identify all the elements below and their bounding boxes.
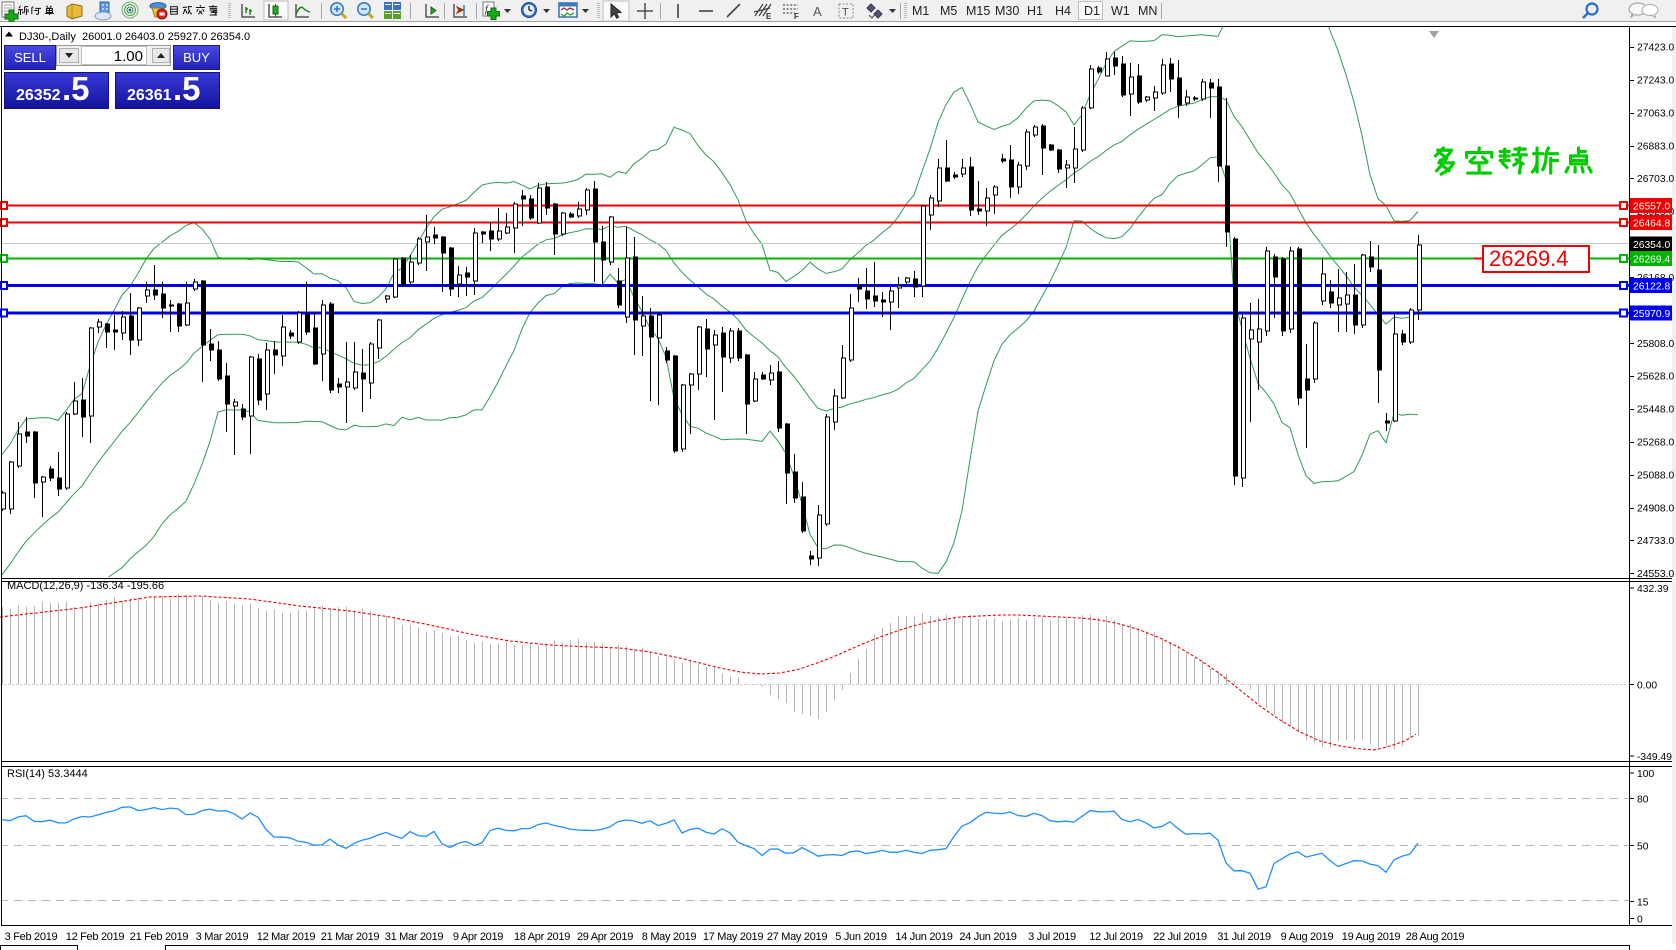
svg-text:f: f <box>485 4 489 15</box>
svg-text:E: E <box>766 12 772 21</box>
svg-text:100: 100 <box>1637 769 1654 780</box>
svg-text:RSI(14) 53.3444: RSI(14) 53.3444 <box>7 768 88 780</box>
svg-text:26354.0: 26354.0 <box>1633 240 1670 251</box>
svg-text:25628.0: 25628.0 <box>1637 372 1674 383</box>
svg-text:26269.4: 26269.4 <box>1489 246 1569 271</box>
svg-text:25448.0: 25448.0 <box>1637 405 1674 416</box>
svg-text:18 Apr 2019: 18 Apr 2019 <box>514 931 570 943</box>
svg-text:21 Mar 2019: 21 Mar 2019 <box>321 931 380 943</box>
svg-text:28 Aug 2019: 28 Aug 2019 <box>1406 931 1465 943</box>
svg-text:26464.8: 26464.8 <box>1633 219 1670 230</box>
svg-text:MACD(12,26,9) -136.34 -195.66: MACD(12,26,9) -136.34 -195.66 <box>7 580 164 592</box>
svg-text:0: 0 <box>1637 914 1643 925</box>
svg-text:24733.0: 24733.0 <box>1637 536 1674 547</box>
svg-text:24908.0: 24908.0 <box>1637 503 1674 514</box>
svg-text:432.39: 432.39 <box>1637 584 1669 595</box>
svg-text:31 Jul 2019: 31 Jul 2019 <box>1217 931 1271 943</box>
svg-text:25268.0: 25268.0 <box>1637 438 1674 449</box>
svg-text:3 Feb 2019: 3 Feb 2019 <box>5 931 58 943</box>
svg-text:31 Mar 2019: 31 Mar 2019 <box>385 931 444 943</box>
svg-text:9 Apr 2019: 9 Apr 2019 <box>453 931 503 943</box>
svg-text:25970.9: 25970.9 <box>1633 309 1670 320</box>
svg-text:F: F <box>794 12 799 21</box>
svg-text:-349.49: -349.49 <box>1637 752 1672 763</box>
svg-text:15: 15 <box>1637 897 1649 908</box>
svg-text:26122.8: 26122.8 <box>1633 281 1670 292</box>
svg-text:12 Mar 2019: 12 Mar 2019 <box>257 931 316 943</box>
svg-text:26269.4: 26269.4 <box>1633 255 1670 266</box>
svg-text:T: T <box>842 7 849 19</box>
svg-text:27 May 2019: 27 May 2019 <box>767 931 827 943</box>
svg-text:19 Aug 2019: 19 Aug 2019 <box>1342 931 1401 943</box>
svg-text:17 May 2019: 17 May 2019 <box>703 931 763 943</box>
svg-text:80: 80 <box>1637 794 1649 805</box>
svg-text:24 Jun 2019: 24 Jun 2019 <box>959 931 1016 943</box>
svg-text:27423.0: 27423.0 <box>1637 43 1674 54</box>
svg-text:12 Jul 2019: 12 Jul 2019 <box>1089 931 1143 943</box>
svg-text:22 Jul 2019: 22 Jul 2019 <box>1153 931 1207 943</box>
svg-text:0.00: 0.00 <box>1637 680 1657 691</box>
svg-text:3 Jul 2019: 3 Jul 2019 <box>1028 931 1076 943</box>
svg-text:26883.0: 26883.0 <box>1637 141 1674 152</box>
svg-text:50: 50 <box>1637 841 1649 852</box>
svg-text:8 May 2019: 8 May 2019 <box>642 931 697 943</box>
svg-text:9 Aug 2019: 9 Aug 2019 <box>1281 931 1334 943</box>
svg-text:14 Jun 2019: 14 Jun 2019 <box>895 931 952 943</box>
svg-text:27243.0: 27243.0 <box>1637 76 1674 87</box>
svg-text:5 Jun 2019: 5 Jun 2019 <box>835 931 887 943</box>
svg-text:26557.0: 26557.0 <box>1633 202 1670 213</box>
svg-text:26703.0: 26703.0 <box>1637 174 1674 185</box>
svg-text:24553.0: 24553.0 <box>1637 569 1674 580</box>
svg-text:A: A <box>813 4 822 19</box>
svg-text:29 Apr 2019: 29 Apr 2019 <box>577 931 633 943</box>
svg-text:3 Mar 2019: 3 Mar 2019 <box>196 931 249 943</box>
svg-text:12 Feb 2019: 12 Feb 2019 <box>66 931 125 943</box>
svg-text:DJ30-,Daily 26001.0 26403.0 2: DJ30-,Daily 26001.0 26403.0 25927.0 2635… <box>19 31 250 43</box>
svg-text:25088.0: 25088.0 <box>1637 470 1674 481</box>
svg-text:27063.0: 27063.0 <box>1637 108 1674 119</box>
svg-text:21 Feb 2019: 21 Feb 2019 <box>130 931 189 943</box>
svg-text:25808.0: 25808.0 <box>1637 339 1674 350</box>
